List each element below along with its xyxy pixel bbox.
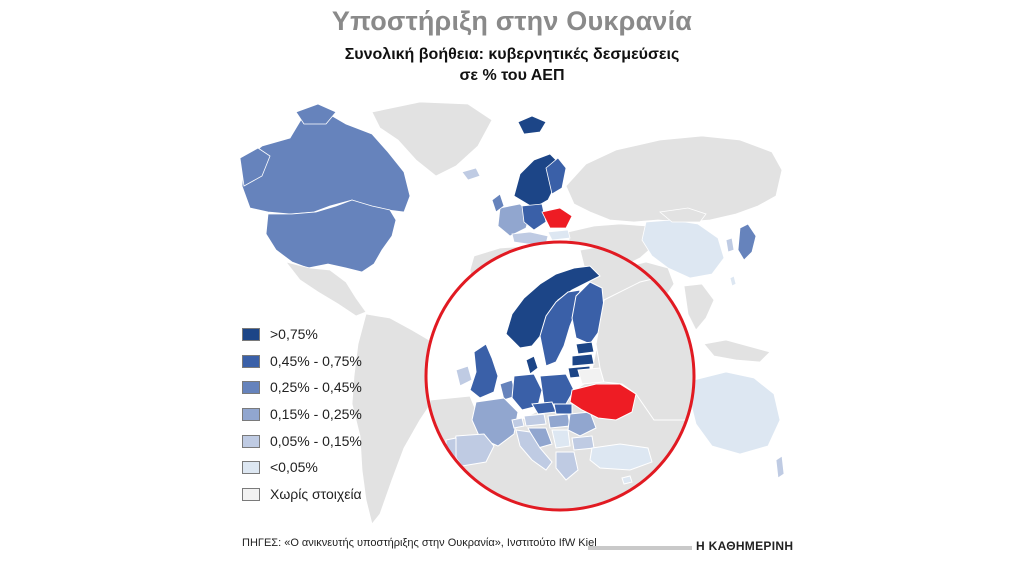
inset-greece [555, 451, 579, 481]
inset-hungary [547, 413, 571, 429]
inset-denmark [525, 355, 539, 375]
inset-austria [523, 413, 547, 427]
legend-swatch [242, 434, 260, 448]
region-china [641, 219, 725, 279]
subtitle-line-2: σε % του ΑΕΠ [459, 67, 565, 84]
inset-cyprus [621, 475, 633, 485]
inset-slovakia [553, 403, 573, 415]
legend-label: 0,25% - 0,45% [270, 379, 362, 396]
inset-turkey [589, 443, 653, 471]
legend-swatch [242, 328, 260, 341]
inset-poland [539, 373, 575, 405]
legend-label: 0,05% - 0,15% [270, 432, 362, 449]
page-title: Υποστήριξη στην Ουκρανία [331, 6, 693, 36]
region-new-zealand [775, 455, 784, 479]
region-usa [265, 199, 397, 273]
legend-swatch [242, 381, 260, 395]
legend-swatch [242, 408, 260, 422]
inset-ukraine [569, 383, 637, 421]
region-japan [737, 223, 757, 261]
region-mexico [284, 261, 367, 317]
inset-belarus [577, 367, 605, 385]
legend-label: Χωρίς στοιχεία [270, 486, 362, 503]
inset-ireland [455, 365, 473, 387]
page-subtitle: Συνολική βοήθεια: κυβερνητικές δεσμεύσει… [0, 44, 1024, 86]
inset-uk [469, 343, 499, 399]
region-indonesia [703, 339, 771, 363]
inset-serbia [551, 429, 571, 449]
inset-latvia [571, 353, 595, 367]
legend-swatch [242, 488, 260, 502]
legend-label: 0,15% - 0,25% [270, 406, 362, 423]
region-uk-small [491, 193, 505, 213]
region-ukraine-small [541, 207, 573, 229]
legend-label: >0,75% [270, 326, 318, 342]
region-taiwan [729, 275, 737, 287]
legend-label: <0,05% [270, 459, 318, 476]
inset-bulgaria [571, 435, 595, 451]
footer-rule [588, 546, 692, 550]
region-svalbard [517, 115, 547, 135]
publisher-logo: Η ΚΑΘΗΜΕΡΙΝΗ [696, 539, 794, 553]
legend-swatch [242, 461, 260, 475]
region-greenland [371, 101, 493, 177]
subtitle-line-1: Συνολική βοήθεια: κυβερνητικές δεσμεύσει… [344, 46, 680, 63]
legend-swatch [242, 354, 260, 368]
inset-switzerland [511, 417, 525, 429]
world-map [240, 96, 784, 532]
region-central-europe-small [521, 203, 547, 231]
region-finland-small [545, 157, 567, 195]
region-mongolia [659, 207, 707, 223]
inset-circle-border [424, 240, 696, 512]
region-arctic-islands [295, 103, 337, 125]
region-turkey-small [547, 229, 571, 241]
region-alaska [240, 147, 271, 187]
region-southeast-asia [683, 283, 715, 331]
region-south-korea [725, 237, 735, 253]
region-west-europe-small [497, 203, 531, 237]
region-iceland [461, 167, 481, 181]
legend-label: 0,45% - 0,75% [270, 352, 362, 369]
source-note: ΠΗΓΕΣ: «Ο ανικνευτής υποστήριξης στην Ου… [242, 537, 597, 549]
region-russia [565, 135, 783, 223]
region-australia [689, 371, 781, 455]
inset-italy [515, 429, 553, 471]
inset-estonia [575, 341, 595, 355]
